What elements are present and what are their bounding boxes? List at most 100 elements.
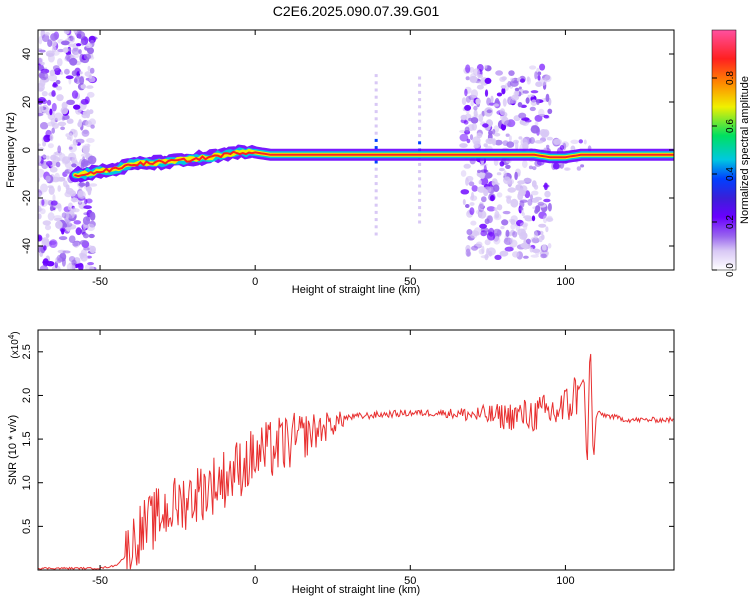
noise-blob [530, 99, 538, 106]
noise-blob [47, 212, 55, 221]
noise-blob [546, 215, 553, 222]
noise-blob [496, 92, 503, 97]
noise-blob [40, 61, 45, 66]
spike-mark [418, 119, 422, 123]
noise-blob [468, 117, 473, 122]
noise-blob [511, 94, 520, 101]
noise-blob [503, 237, 513, 245]
y-tick-label: 2.0 [21, 388, 33, 403]
noise-blob [78, 119, 82, 128]
noise-blob [71, 156, 78, 163]
noise-blob [79, 239, 88, 246]
noise-blob [520, 78, 525, 83]
noise-blob [499, 108, 506, 116]
spike-mark [374, 189, 378, 193]
spike-mark [418, 141, 422, 145]
noise-blob [508, 135, 512, 142]
noise-blob [523, 255, 529, 259]
spike-mark [418, 162, 422, 166]
spectrogram-image [38, 30, 674, 270]
noise-blob [48, 74, 58, 82]
noise-blob [469, 75, 478, 83]
noise-blob [547, 243, 552, 249]
noise-blob [38, 49, 46, 53]
noise-blob [469, 207, 475, 216]
noise-blob [50, 200, 58, 206]
noise-blob [465, 76, 470, 81]
noise-blob [40, 183, 48, 193]
noise-blob [42, 141, 47, 147]
noise-blob [87, 65, 91, 72]
noise-blob [74, 75, 81, 85]
noise-blob [476, 84, 484, 90]
noise-blob [545, 93, 550, 103]
noise-blob [532, 166, 537, 171]
noise-blob [87, 155, 97, 165]
noise-blob [528, 165, 533, 170]
noise-blob [543, 182, 548, 191]
noise-blob [56, 94, 64, 102]
spike-mark [418, 112, 422, 116]
noise-blob [76, 31, 86, 40]
noise-blob [80, 159, 89, 168]
y-tick-label: -40 [21, 238, 33, 254]
noise-blob [483, 165, 487, 174]
noise-blob [89, 211, 96, 221]
y-tick-label: 1.0 [21, 475, 33, 490]
noise-blob [478, 248, 485, 255]
noise-blob [57, 58, 63, 67]
noise-blob [83, 205, 92, 210]
noise-blob [465, 248, 471, 257]
noise-blob [64, 160, 72, 169]
noise-blob [62, 250, 71, 254]
noise-blob [73, 220, 82, 225]
colorbar: 0.0 0.2 0.4 0.6 0.8 Normalized spectral ampl… [711, 29, 750, 277]
noise-blob [45, 50, 55, 57]
noise-blob [43, 134, 51, 143]
spike-mark [374, 110, 378, 114]
noise-blob [570, 139, 579, 144]
spike-mark [374, 124, 378, 128]
noise-blob [63, 30, 70, 35]
noise-blob [494, 254, 502, 260]
noise-blob [540, 130, 549, 138]
noise-blob [470, 117, 479, 124]
noise-blob [39, 72, 49, 81]
noise-blob [39, 78, 46, 87]
noise-blob [529, 106, 536, 112]
noise-blob [60, 71, 63, 75]
colorbar-label: Normalized spectral amplitude [739, 76, 750, 224]
noise-blob [80, 153, 89, 158]
noise-blob [485, 247, 490, 257]
x-tick-label: 100 [556, 575, 574, 587]
noise-blob [484, 77, 492, 84]
spike-mark [374, 225, 378, 229]
noise-blob [79, 71, 83, 75]
noise-blob [45, 155, 50, 160]
noise-blob [49, 133, 54, 142]
noise-blob [82, 216, 91, 225]
colorbar-tick-label: 0.2 [725, 215, 736, 229]
noise-blob [60, 126, 65, 131]
noise-blob [503, 176, 511, 185]
noise-blob [49, 69, 56, 77]
noise-blob [538, 235, 543, 243]
noise-blob [499, 76, 506, 82]
noise-blob [78, 49, 82, 55]
noise-blob [537, 74, 541, 81]
noise-blob [473, 144, 479, 149]
noise-blob [496, 192, 503, 198]
noise-blob [82, 145, 90, 155]
spike-mark [418, 98, 422, 102]
noise-blob [583, 139, 587, 145]
noise-blob [465, 177, 469, 186]
noise-blob [75, 138, 85, 144]
noise-blob [525, 97, 530, 104]
noise-blob [524, 190, 531, 199]
noise-blob [89, 67, 95, 74]
noise-blob [514, 87, 520, 92]
noise-blob [76, 43, 82, 47]
noise-blob [65, 211, 70, 220]
noise-blob [529, 247, 534, 253]
